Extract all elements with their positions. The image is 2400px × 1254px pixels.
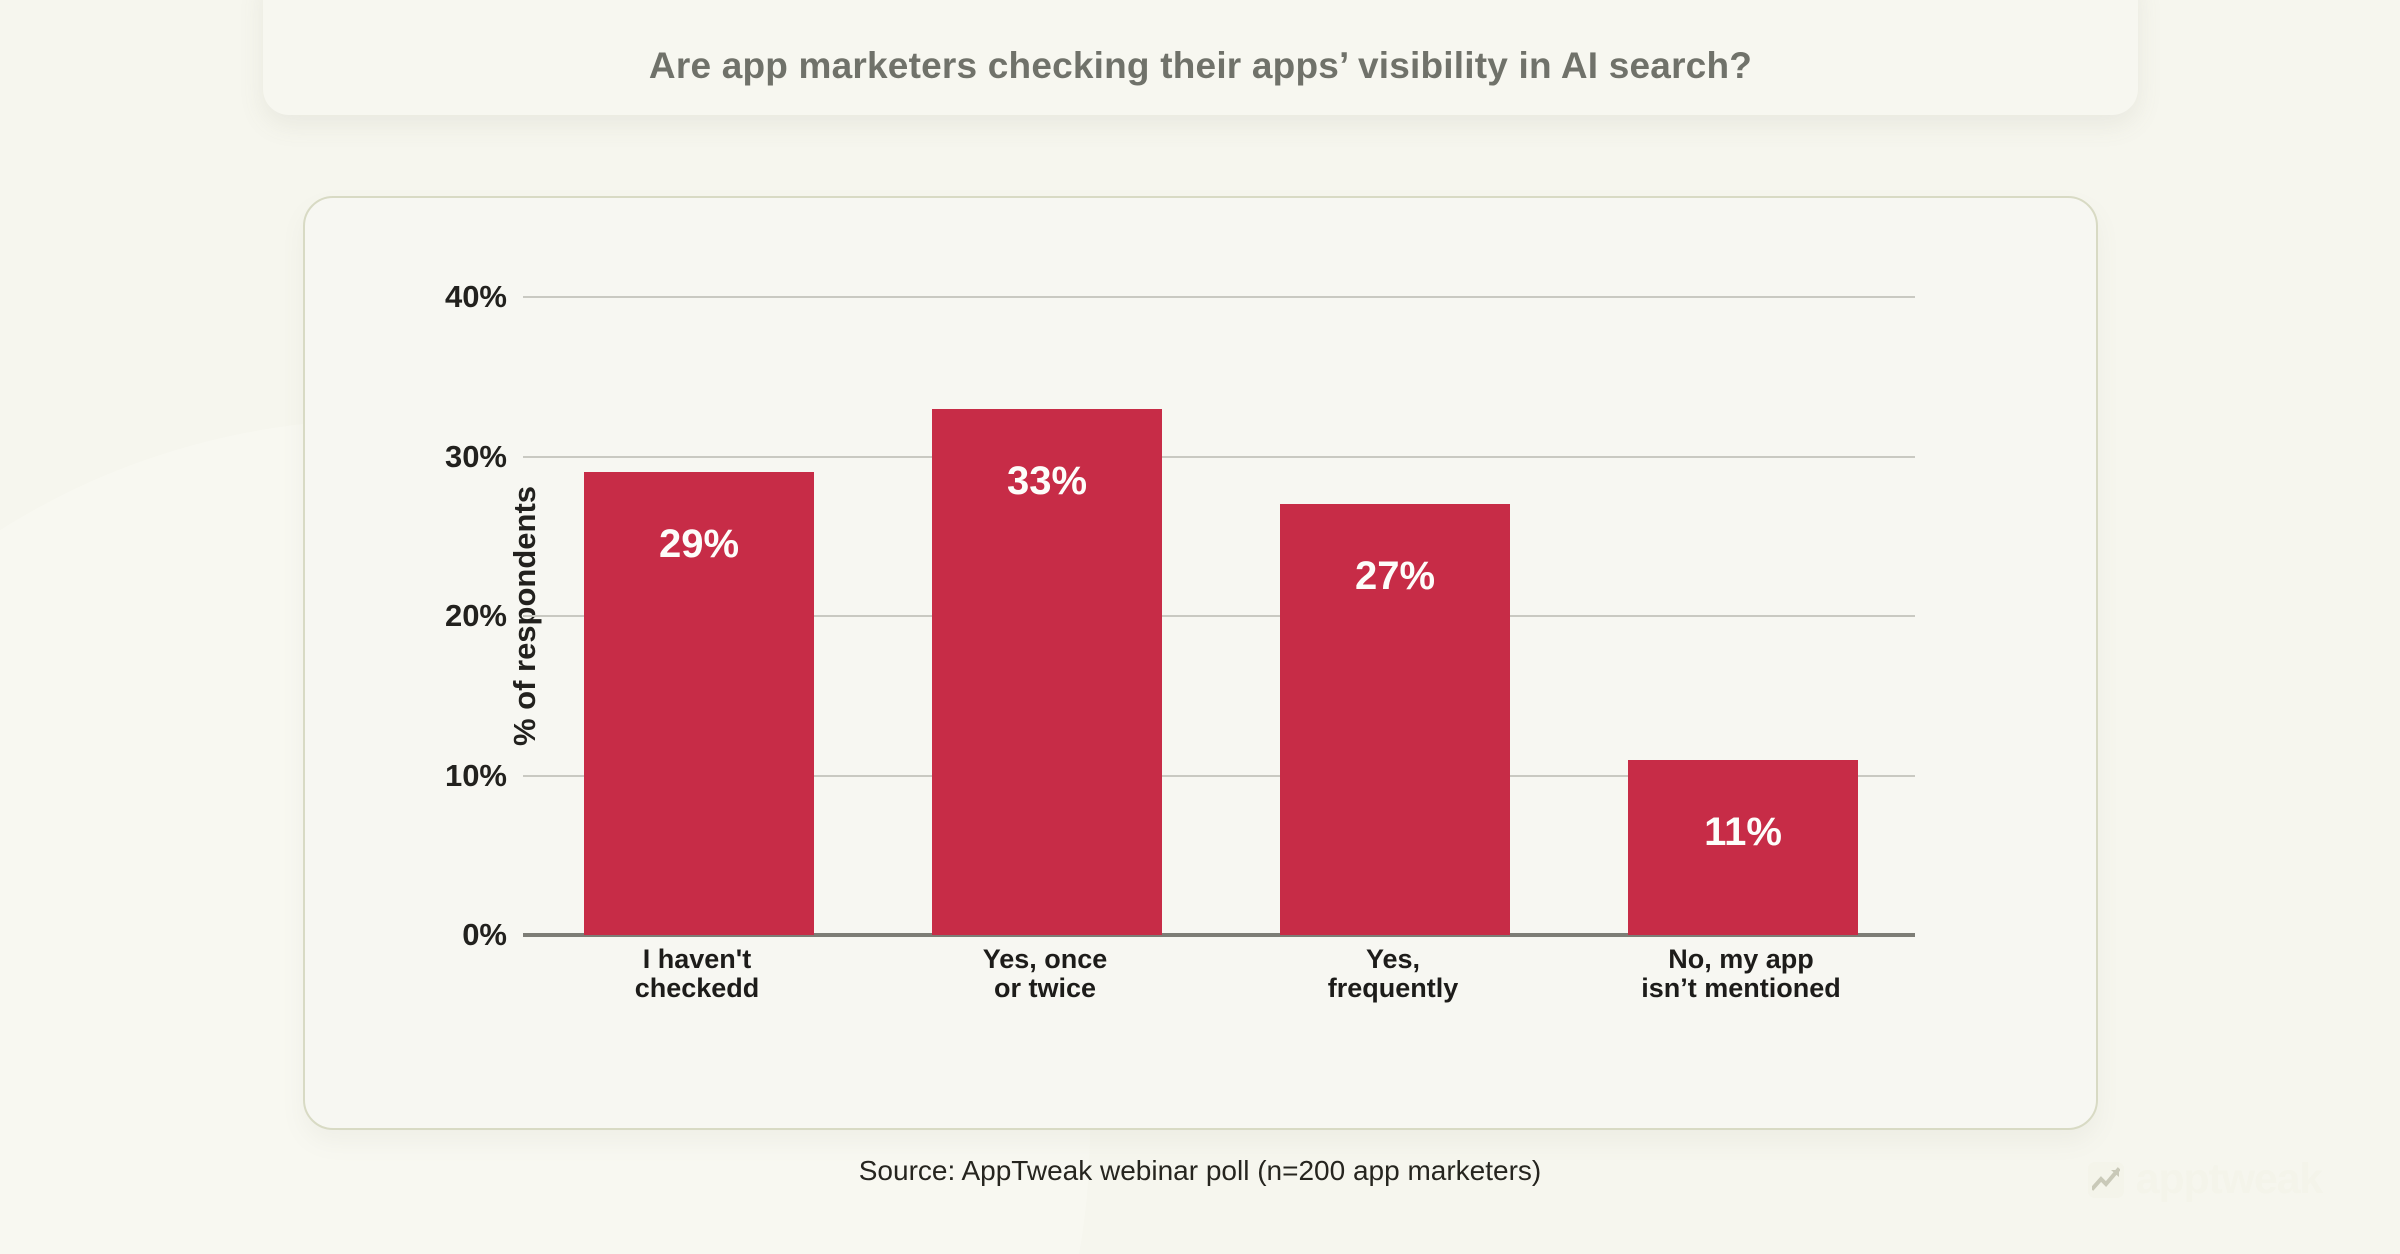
- y-tick-label: 10%: [444, 757, 507, 793]
- bar-value-label: 33%: [1006, 458, 1088, 503]
- x-axis-baseline: [523, 933, 1915, 937]
- gridline: [523, 455, 1915, 458]
- source-caption: Source: AppTweak webinar poll (n=200 app…: [858, 1155, 1542, 1186]
- x-tick-label: No, my app isn’t mentioned: [1641, 944, 1841, 1004]
- bar-value-label: 11%: [1704, 809, 1782, 854]
- x-tick-label: I haven't checkedd: [634, 944, 760, 1004]
- page-title: Are app marketers checking their apps’ v…: [648, 45, 1753, 86]
- gridline: [523, 615, 1915, 617]
- plot-area: % of respondents 0% 10% 20% 30% 40% 29% 33% 27…: [445, 279, 1915, 1003]
- bar-value-label: 29%: [658, 522, 740, 567]
- x-tick-label: Yes, frequently: [1327, 944, 1459, 1004]
- gridline: [523, 296, 1915, 298]
- gridline: [523, 774, 1915, 777]
- chart-square-icon: [2087, 1161, 2124, 1198]
- y-tick-label: 40%: [444, 279, 507, 314]
- bar[interactable]: 27%: [1280, 504, 1510, 935]
- bar[interactable]: 33%: [932, 408, 1162, 935]
- y-tick-label: 0%: [462, 917, 507, 952]
- apptweak-logo: apptweak: [2087, 1155, 2324, 1203]
- bar-series: 29% 33% 27% 11%: [523, 297, 1915, 935]
- title-card: Are app marketers checking their apps’ v…: [263, 0, 2138, 115]
- y-tick-label: 20%: [444, 598, 507, 633]
- bar[interactable]: 29%: [584, 472, 814, 935]
- bar-value-label: 27%: [1354, 554, 1436, 599]
- x-tick-label: Yes, once or twice: [982, 944, 1108, 1004]
- bar[interactable]: 11%: [1628, 759, 1858, 935]
- logo-wordmark: apptweak: [2135, 1155, 2324, 1203]
- chart-card: % of respondents 0% 10% 20% 30% 40% 29% 33% 27…: [303, 196, 2098, 1130]
- y-tick-label: 30%: [444, 438, 507, 474]
